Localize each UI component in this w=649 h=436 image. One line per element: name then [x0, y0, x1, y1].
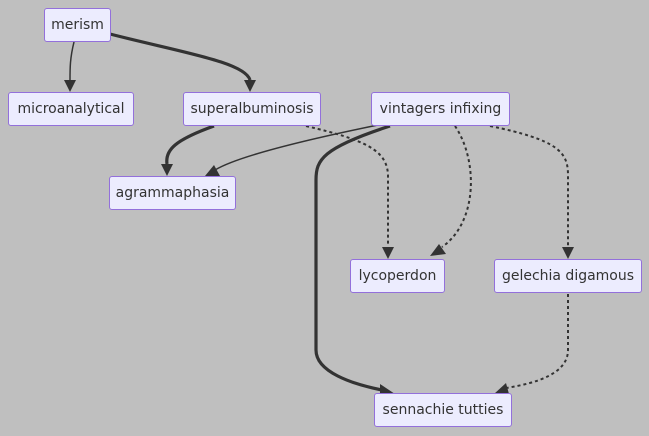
edge-vintagers-agrammaphasia — [214, 124, 379, 171]
node-vintagers-infixing[interactable]: vintagers infixing — [371, 92, 510, 126]
edge-merism-microanalytical — [69, 41, 75, 81]
edge-vintagers-gelechia — [489, 125, 569, 246]
edge-superalbuminosis-lycoperdon — [305, 125, 389, 246]
arrowhead-sennachie-2 — [494, 383, 509, 394]
node-merism[interactable]: merism — [44, 8, 111, 42]
arrowhead-agrammaphasia-2 — [205, 165, 220, 176]
edge-merism-superalbuminosis — [109, 32, 252, 81]
node-sennachie-tutties[interactable]: sennachie tutties — [374, 393, 512, 427]
edge-vintagers-sennachie — [314, 124, 391, 392]
arrowhead-agrammaphasia-1 — [161, 164, 173, 176]
arrowhead-lycoperdon-1 — [382, 247, 394, 259]
edge-vintagers-lycoperdon — [441, 125, 472, 248]
node-gelechia-digamous[interactable]: gelechia digamous — [494, 259, 642, 293]
node-superalbuminosis[interactable]: superalbuminosis — [183, 92, 321, 126]
arrowhead-gelechia — [562, 247, 574, 259]
arrowhead-superalbuminosis — [244, 80, 256, 92]
node-lycoperdon[interactable]: lycoperdon — [350, 259, 445, 293]
edge-gelechia-sennachie — [505, 294, 569, 389]
node-microanalytical[interactable]: microanalytical — [8, 92, 134, 126]
node-agrammaphasia[interactable]: agrammaphasia — [109, 176, 236, 210]
arrowhead-lycoperdon-2 — [430, 244, 446, 256]
edge-superalbuminosis-agrammaphasia — [165, 124, 215, 165]
arrowhead-microanalytical — [64, 80, 76, 92]
